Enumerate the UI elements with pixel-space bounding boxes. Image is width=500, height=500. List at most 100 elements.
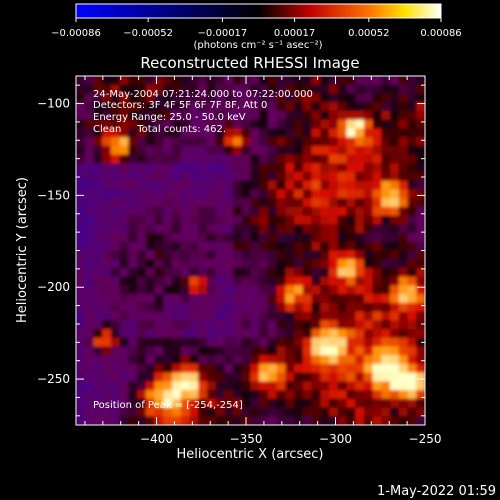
heatmap-cell xyxy=(145,93,156,103)
heatmap-cell xyxy=(128,241,138,252)
heatmap-cell xyxy=(267,250,278,260)
heatmap-cell xyxy=(93,84,103,95)
heatmap-cell xyxy=(110,381,121,391)
heatmap-cell xyxy=(407,110,417,121)
heatmap-cell xyxy=(294,363,304,374)
heatmap-cell xyxy=(337,233,348,243)
heatmap-cell xyxy=(145,390,156,400)
heatmap-cell xyxy=(102,407,112,417)
heatmap-cell xyxy=(398,189,409,199)
heatmap-cell xyxy=(110,154,121,164)
heatmap-cell xyxy=(416,110,425,121)
heatmap-cell xyxy=(241,267,252,278)
heatmap-cell xyxy=(355,215,365,225)
heatmap-cell xyxy=(189,128,199,138)
heatmap-cell xyxy=(329,84,339,95)
heatmap-cell xyxy=(128,311,138,321)
heatmap-cell xyxy=(259,372,269,382)
y-tick-label: −150 xyxy=(37,188,70,202)
heatmap-cell xyxy=(180,416,191,425)
heatmap-cell xyxy=(163,93,173,103)
heatmap-cell xyxy=(119,381,129,391)
heatmap-cell xyxy=(372,407,382,417)
heatmap-cell xyxy=(285,267,295,278)
heatmap-cell xyxy=(250,198,260,208)
heatmap-cell xyxy=(363,145,374,156)
heatmap-cell xyxy=(76,407,86,417)
heatmap-cell xyxy=(171,163,182,173)
heatmap-cell xyxy=(320,337,330,348)
heatmap-cell xyxy=(320,285,330,295)
heatmap-cell xyxy=(110,337,121,348)
heatmap-cell xyxy=(363,189,374,199)
heatmap-cell xyxy=(180,285,191,295)
heatmap-cell xyxy=(110,407,121,417)
heatmap-cell xyxy=(163,285,173,295)
heatmap-cell xyxy=(241,250,252,260)
heatmap-cell xyxy=(137,346,147,356)
heatmap-cell xyxy=(355,407,365,417)
heatmap-cell xyxy=(267,206,278,217)
heatmap-cell xyxy=(233,241,243,252)
heatmap-cell xyxy=(302,215,313,225)
heatmap-cell xyxy=(84,128,95,138)
heatmap-cell xyxy=(128,154,138,164)
heatmap-cell xyxy=(259,363,269,374)
heatmap-cell xyxy=(233,180,243,191)
heatmap-cell xyxy=(93,285,103,295)
heatmap-cell xyxy=(294,128,304,138)
heatmap-cell xyxy=(329,119,339,129)
heatmap-cell xyxy=(337,224,348,234)
heatmap-cell xyxy=(285,180,295,191)
heatmap-cell xyxy=(198,102,208,112)
heatmap-cell xyxy=(250,416,260,425)
heatmap-cell xyxy=(93,276,103,286)
heatmap-cell xyxy=(145,250,156,260)
heatmap-cell xyxy=(337,390,348,400)
heatmap-cell xyxy=(390,276,400,286)
heatmap-cell xyxy=(355,171,365,182)
heatmap-cell xyxy=(346,390,356,400)
heatmap-cell xyxy=(110,267,121,278)
heatmap-cell xyxy=(337,76,348,86)
heatmap-cell xyxy=(189,416,199,425)
heatmap-cell xyxy=(346,180,356,191)
heatmap-cell xyxy=(110,128,121,138)
heatmap-cell xyxy=(163,224,173,234)
heatmap-cell xyxy=(215,206,225,217)
heatmap-cell xyxy=(154,398,164,409)
heatmap-cell xyxy=(84,215,95,225)
heatmap-cell xyxy=(390,294,400,304)
heatmap-cell xyxy=(302,407,313,417)
heatmap-cell xyxy=(329,285,339,295)
heatmap-cell xyxy=(276,110,286,121)
heatmap-cell xyxy=(407,381,417,391)
heatmap-cell xyxy=(276,128,286,138)
heatmap-cell xyxy=(233,381,243,391)
heatmap-cell xyxy=(145,302,156,313)
heatmap-cell xyxy=(93,346,103,356)
heatmap-cell xyxy=(128,355,138,365)
annotation-method: Clean Total counts: 462. xyxy=(93,124,226,135)
heatmap-cell xyxy=(398,372,409,382)
heatmap-cell xyxy=(189,276,199,286)
heatmap-cell xyxy=(276,294,286,304)
heatmap-cell xyxy=(224,233,234,243)
heatmap-cell xyxy=(416,233,425,243)
heatmap-cell xyxy=(294,198,304,208)
heatmap-cell xyxy=(215,381,225,391)
timestamp: 1-May-2022 01:59 xyxy=(377,484,496,499)
heatmap-cell xyxy=(206,355,217,365)
heatmap-cell xyxy=(198,285,208,295)
heatmap-cell xyxy=(267,294,278,304)
heatmap-cell xyxy=(381,294,391,304)
heatmap-cell xyxy=(285,381,295,391)
heatmap-cell xyxy=(137,407,147,417)
heatmap-cell xyxy=(320,189,330,199)
heatmap-cell xyxy=(337,163,348,173)
heatmap-cell xyxy=(93,294,103,304)
heatmap-cell xyxy=(363,224,374,234)
heatmap-cell xyxy=(163,110,173,121)
heatmap-cell xyxy=(390,93,400,103)
heatmap-cell xyxy=(311,171,321,182)
